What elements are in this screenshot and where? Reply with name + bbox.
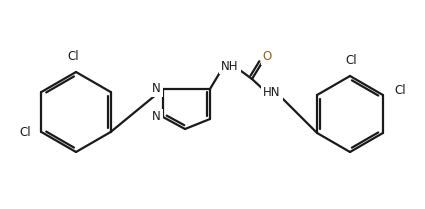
Text: O: O: [262, 51, 272, 64]
Text: Cl: Cl: [394, 84, 405, 98]
Text: Cl: Cl: [345, 54, 357, 67]
Text: HN: HN: [263, 87, 281, 99]
Text: N: N: [152, 83, 161, 96]
Text: Cl: Cl: [67, 50, 79, 63]
Text: NH: NH: [221, 60, 239, 73]
Text: Cl: Cl: [20, 126, 31, 139]
Text: N: N: [152, 111, 161, 124]
